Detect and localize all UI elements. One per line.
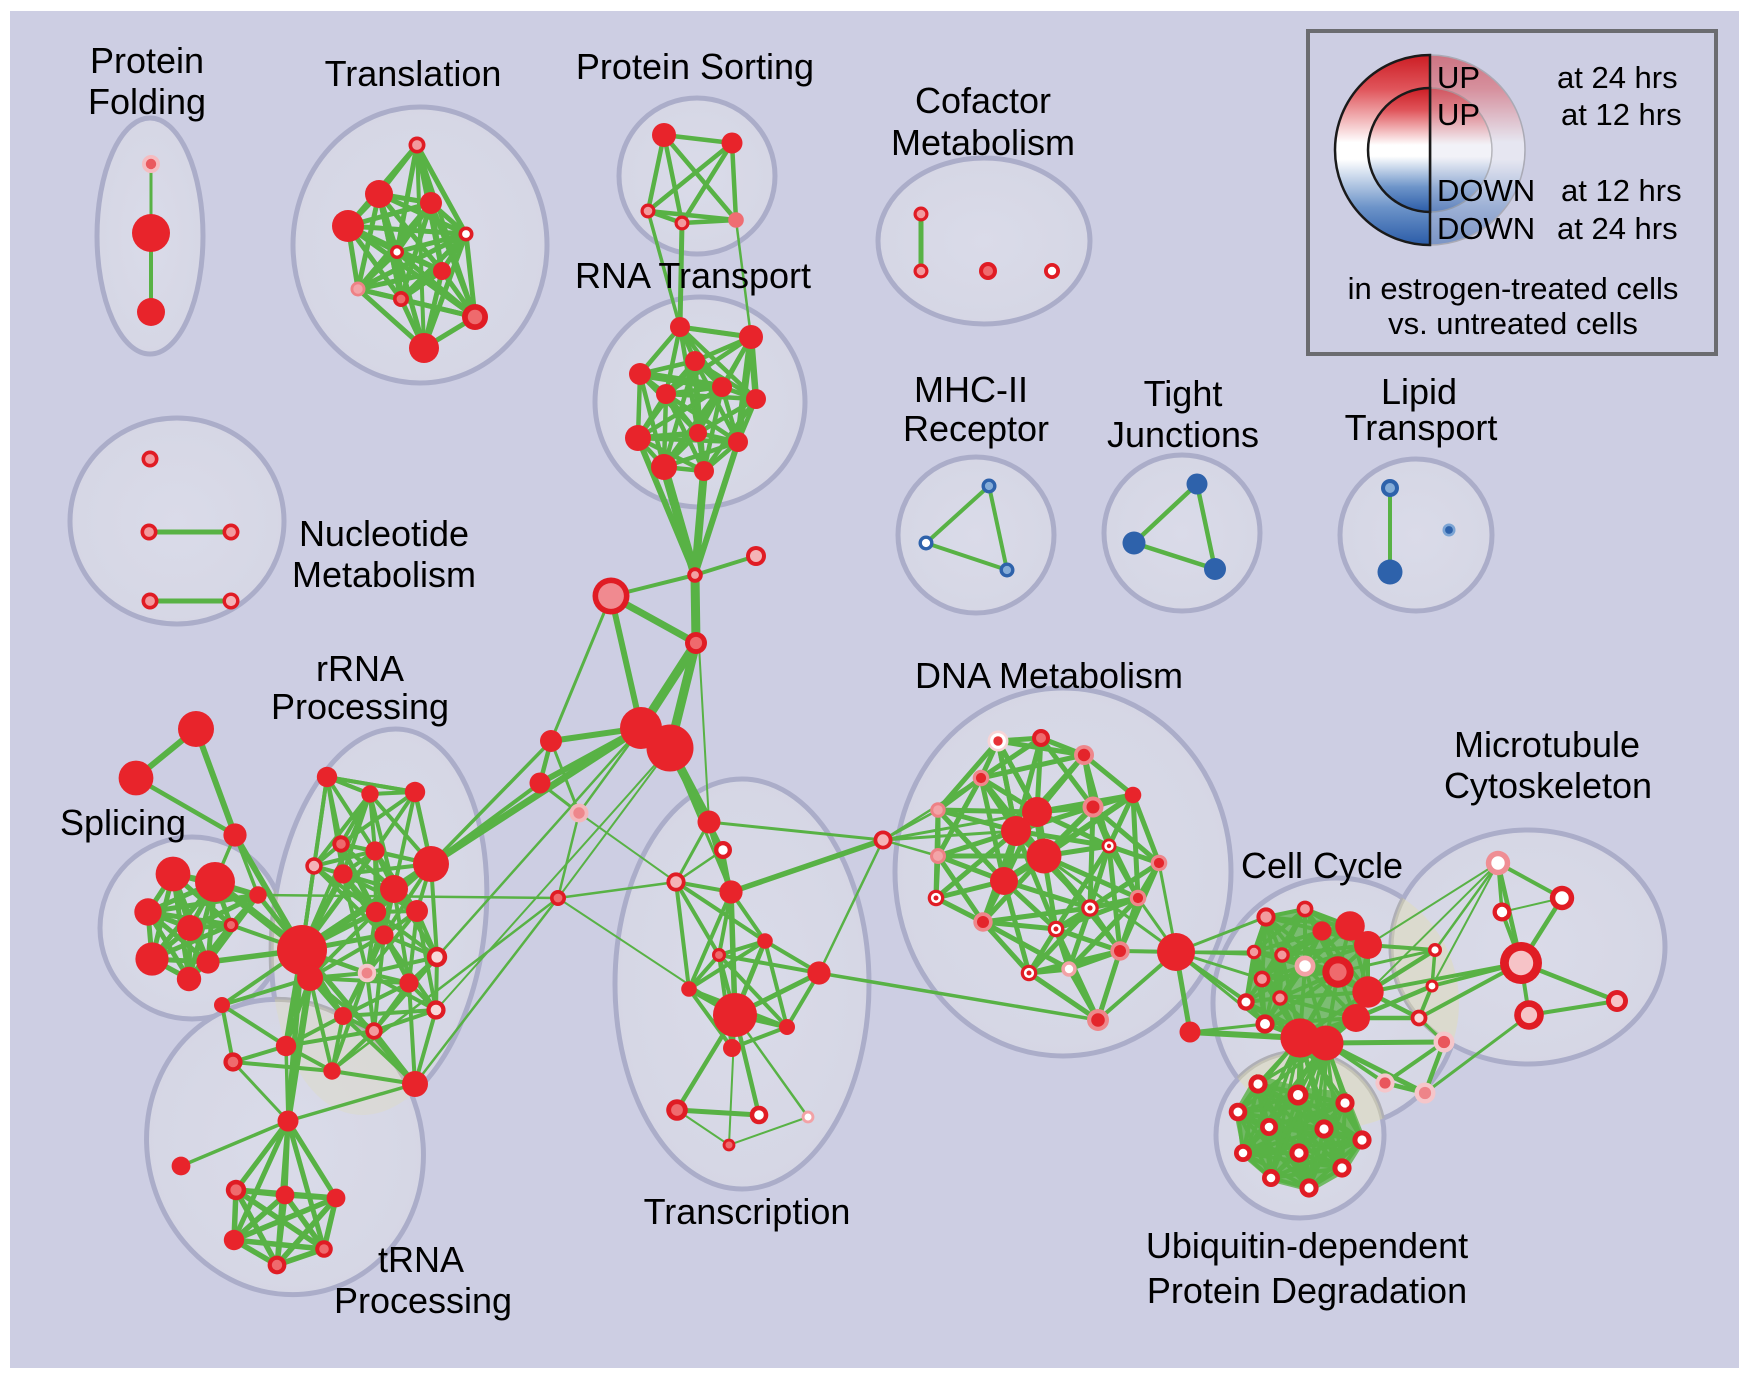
svg-text:Cofactor: Cofactor	[915, 80, 1051, 121]
svg-text:tRNA: tRNA	[378, 1239, 464, 1280]
svg-text:Receptor: Receptor	[903, 408, 1049, 449]
svg-text:Tight: Tight	[1144, 373, 1223, 414]
svg-text:at 24 hrs: at 24 hrs	[1557, 211, 1678, 246]
svg-text:Protein: Protein	[90, 40, 204, 81]
svg-text:Cytoskeleton: Cytoskeleton	[1444, 765, 1652, 806]
svg-text:Splicing: Splicing	[60, 802, 186, 843]
svg-text:MHC-II: MHC-II	[914, 369, 1028, 410]
svg-text:Ubiquitin-dependent: Ubiquitin-dependent	[1146, 1225, 1468, 1266]
svg-text:UP: UP	[1437, 97, 1480, 132]
svg-text:Lipid: Lipid	[1381, 371, 1457, 412]
svg-text:Processing: Processing	[271, 686, 449, 727]
svg-text:Translation: Translation	[325, 53, 502, 94]
svg-text:Junctions: Junctions	[1107, 414, 1259, 455]
svg-text:at 12 hrs: at 12 hrs	[1561, 97, 1682, 132]
svg-text:DOWN: DOWN	[1437, 173, 1535, 208]
svg-text:Processing: Processing	[334, 1280, 512, 1321]
svg-text:Folding: Folding	[88, 81, 206, 122]
svg-text:rRNA: rRNA	[316, 648, 404, 689]
svg-text:Microtubule: Microtubule	[1454, 724, 1640, 765]
svg-text:Cell Cycle: Cell Cycle	[1241, 845, 1403, 886]
svg-text:vs. untreated cells: vs. untreated cells	[1388, 306, 1638, 341]
svg-text:Transcription: Transcription	[644, 1191, 851, 1232]
svg-text:at 24 hrs: at 24 hrs	[1557, 60, 1678, 95]
svg-text:Protein Sorting: Protein Sorting	[576, 46, 814, 87]
svg-text:DNA Metabolism: DNA Metabolism	[915, 655, 1183, 696]
svg-text:in estrogen-treated cells: in estrogen-treated cells	[1348, 271, 1679, 306]
svg-text:Protein Degradation: Protein Degradation	[1147, 1270, 1467, 1311]
svg-text:RNA Transport: RNA Transport	[575, 255, 811, 296]
svg-text:UP: UP	[1437, 60, 1480, 95]
svg-text:Transport: Transport	[1345, 407, 1498, 448]
svg-text:Metabolism: Metabolism	[292, 554, 476, 595]
svg-text:Metabolism: Metabolism	[891, 122, 1075, 163]
svg-text:DOWN: DOWN	[1437, 211, 1535, 246]
svg-text:Nucleotide: Nucleotide	[299, 513, 469, 554]
svg-text:at 12 hrs: at 12 hrs	[1561, 173, 1682, 208]
